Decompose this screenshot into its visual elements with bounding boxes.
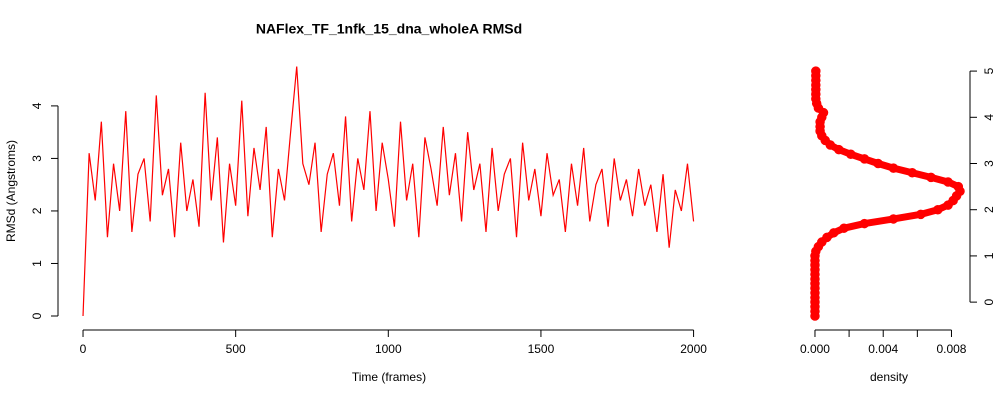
density-point <box>810 265 820 275</box>
density-point <box>888 163 899 173</box>
density-point <box>828 228 839 238</box>
x-axis-label: Time (frames) <box>352 370 426 384</box>
density-point <box>888 214 899 224</box>
density-point <box>810 306 820 317</box>
density-point <box>811 89 821 99</box>
density-point <box>859 154 870 164</box>
density-point <box>859 218 870 229</box>
density-point <box>933 204 943 215</box>
density-point <box>817 112 827 123</box>
y-tick-label: 2 <box>30 207 44 214</box>
density-point <box>943 200 953 210</box>
density-point <box>811 66 821 76</box>
y-tick-label: 4 <box>30 102 44 109</box>
x-tick-label: 500 <box>226 342 246 356</box>
density-point <box>815 121 825 132</box>
density-point <box>825 140 836 150</box>
density-point <box>810 274 820 284</box>
y-tick-label: 0 <box>30 312 44 319</box>
y-tick-label: 1 <box>982 252 996 259</box>
density-point <box>810 269 820 280</box>
density-point <box>817 237 827 247</box>
chart-title: NAFlex_TF_1nfk_15_dna_wholeA RMSd <box>256 21 522 37</box>
density-point <box>834 144 844 155</box>
density-point <box>846 149 856 160</box>
density-point <box>811 80 821 90</box>
density-point <box>810 260 820 270</box>
density-point <box>811 70 821 81</box>
density-point <box>811 84 821 95</box>
y-tick-label: 3 <box>982 160 996 167</box>
density-point <box>810 283 820 294</box>
x-tick-label: 0.000 <box>800 342 830 356</box>
density-point <box>810 288 820 298</box>
density-point <box>810 255 820 266</box>
density-point <box>815 117 825 127</box>
density-point <box>839 223 849 233</box>
density-point <box>811 98 822 109</box>
density-point <box>811 75 821 86</box>
density-point <box>810 251 820 261</box>
x-axis-label: density <box>870 370 908 384</box>
x-tick-label: 2000 <box>680 342 707 356</box>
density-point <box>943 177 953 187</box>
density-point <box>916 209 926 220</box>
density-point <box>813 103 824 113</box>
y-axis-label: RMSd (Angstroms) <box>4 140 18 242</box>
x-tick-label: 0.004 <box>868 342 898 356</box>
density-point <box>810 301 820 312</box>
density-point <box>810 311 820 321</box>
density-point <box>815 126 825 136</box>
density-point <box>811 94 821 104</box>
density-curve <box>811 67 964 320</box>
x-tick-label: 0 <box>80 342 87 356</box>
density-point <box>822 232 832 243</box>
y-tick-label: 1 <box>30 260 44 267</box>
y-tick-label: 0 <box>982 298 996 305</box>
density-point <box>810 278 820 289</box>
density-point <box>926 172 936 183</box>
density-point <box>810 297 820 307</box>
y-tick-label: 3 <box>30 155 44 162</box>
y-tick-label: 4 <box>982 114 996 121</box>
x-tick-label: 1000 <box>375 342 402 356</box>
density-point <box>873 158 883 169</box>
x-tick-label: 0.008 <box>936 342 966 356</box>
density-point <box>811 246 821 257</box>
density-point <box>817 131 827 141</box>
density-point <box>810 292 820 303</box>
y-tick-label: 5 <box>982 67 996 74</box>
density-point <box>818 107 829 118</box>
density-point <box>953 181 964 192</box>
density-point <box>907 167 917 178</box>
line-series <box>82 66 695 317</box>
x-tick-label: 1500 <box>528 342 555 356</box>
y-tick-label: 2 <box>982 206 996 213</box>
density-point <box>955 186 965 196</box>
